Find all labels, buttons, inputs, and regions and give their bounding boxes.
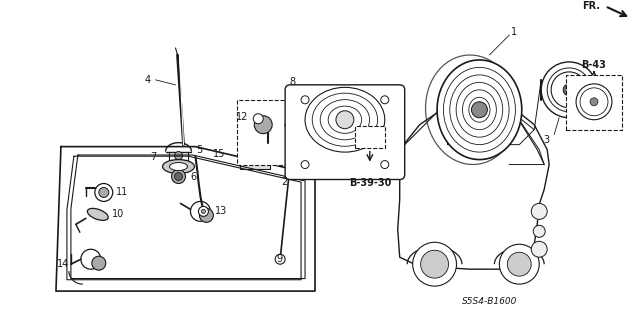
Text: 1: 1: [511, 27, 517, 37]
Circle shape: [531, 241, 547, 257]
Circle shape: [175, 173, 182, 181]
Ellipse shape: [163, 160, 195, 174]
Circle shape: [99, 188, 109, 197]
FancyBboxPatch shape: [285, 85, 404, 180]
Ellipse shape: [437, 60, 522, 160]
Text: 5: 5: [196, 145, 203, 155]
Ellipse shape: [305, 87, 385, 152]
Circle shape: [336, 111, 354, 129]
Text: 9: 9: [276, 254, 282, 264]
Bar: [240, 155, 270, 168]
Text: 13: 13: [216, 206, 228, 216]
Circle shape: [254, 116, 272, 134]
Circle shape: [533, 225, 545, 237]
Circle shape: [95, 183, 113, 201]
Circle shape: [420, 250, 449, 278]
Circle shape: [81, 249, 100, 269]
Circle shape: [191, 201, 211, 221]
Text: 15: 15: [213, 149, 225, 159]
Text: 10: 10: [340, 135, 352, 145]
Ellipse shape: [310, 139, 330, 150]
Circle shape: [499, 244, 540, 284]
Circle shape: [590, 98, 598, 106]
Text: 10: 10: [112, 209, 124, 219]
Ellipse shape: [170, 163, 188, 171]
Circle shape: [291, 141, 299, 149]
Text: B-39-30: B-39-30: [349, 177, 391, 188]
Circle shape: [253, 114, 263, 124]
Circle shape: [275, 254, 285, 264]
Bar: [566, 75, 622, 130]
Circle shape: [576, 84, 612, 120]
Circle shape: [381, 96, 388, 104]
Text: 7: 7: [150, 152, 157, 162]
Text: S5S4-B1600: S5S4-B1600: [461, 297, 517, 306]
Circle shape: [92, 256, 106, 270]
Ellipse shape: [88, 208, 108, 220]
Circle shape: [547, 68, 591, 112]
Circle shape: [202, 209, 205, 213]
Circle shape: [175, 152, 182, 160]
Circle shape: [472, 102, 488, 118]
Circle shape: [198, 206, 209, 216]
Circle shape: [413, 242, 456, 286]
Text: 8: 8: [289, 77, 295, 87]
Circle shape: [301, 96, 309, 104]
Text: 4: 4: [145, 75, 150, 85]
Text: 3: 3: [543, 135, 549, 145]
Bar: [355, 126, 385, 148]
Circle shape: [381, 160, 388, 168]
Circle shape: [508, 252, 531, 276]
Circle shape: [541, 62, 597, 118]
Text: B-43: B-43: [582, 60, 607, 70]
Circle shape: [172, 169, 186, 183]
Circle shape: [531, 204, 547, 219]
Circle shape: [200, 208, 213, 222]
Text: 14: 14: [57, 259, 69, 269]
Text: FR.: FR.: [582, 1, 600, 11]
Text: 12: 12: [236, 112, 248, 122]
Text: 6: 6: [191, 172, 196, 182]
Circle shape: [563, 84, 575, 96]
Bar: [237, 100, 337, 165]
Text: 2: 2: [281, 177, 287, 188]
Text: 11: 11: [116, 188, 128, 197]
Circle shape: [301, 160, 309, 168]
